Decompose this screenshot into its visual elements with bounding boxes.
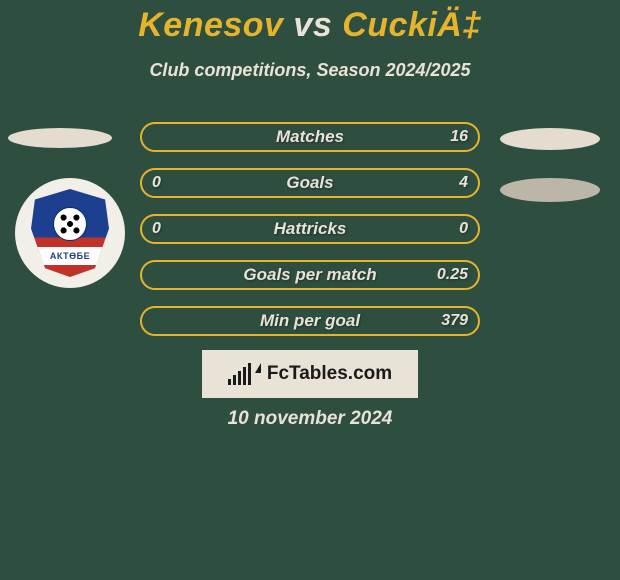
brand-bars-icon [228, 363, 251, 385]
stats-container: Matches 16 0 Goals 4 0 Hattricks 0 Goals… [140, 122, 480, 352]
title: Kenesov vs CuckiÄ‡ [0, 6, 620, 45]
stat-left-value: 0 [152, 174, 161, 192]
player1-photo-placeholder [8, 128, 112, 148]
stat-row-goals: 0 Goals 4 [140, 168, 480, 198]
club-shield: АКТӨБЕ [31, 189, 109, 277]
player2-club-placeholder [500, 178, 600, 202]
stat-right-value: 0.25 [437, 266, 468, 284]
player1-name: Kenesov [138, 6, 283, 44]
stat-label: Hattricks [274, 219, 347, 239]
vs-label: vs [293, 6, 332, 44]
stat-label: Goals per match [243, 265, 376, 285]
stat-row-goals-per-match: Goals per match 0.25 [140, 260, 480, 290]
stat-right-value: 4 [459, 174, 468, 192]
player2-photo-placeholder [500, 128, 600, 150]
date-label: 10 november 2024 [0, 408, 620, 430]
stat-label: Goals [286, 173, 333, 193]
club-name-banner: АКТӨБЕ [35, 247, 105, 265]
stat-right-value: 0 [459, 220, 468, 238]
stat-row-min-per-goal: Min per goal 379 [140, 306, 480, 336]
player2-name: CuckiÄ‡ [342, 6, 482, 44]
stat-right-value: 16 [450, 128, 468, 146]
stat-label: Min per goal [260, 311, 360, 331]
stat-label: Matches [276, 127, 344, 147]
stat-right-value: 379 [441, 312, 468, 330]
subtitle: Club competitions, Season 2024/2025 [0, 60, 620, 81]
player1-club-logo: АКТӨБЕ [15, 178, 125, 288]
comparison-card: Kenesov vs CuckiÄ‡ Club competitions, Se… [0, 0, 620, 580]
stat-row-matches: Matches 16 [140, 122, 480, 152]
stat-left-value: 0 [152, 220, 161, 238]
brand-text: FcTables.com [267, 363, 392, 385]
brand-box: FcTables.com [202, 350, 418, 398]
soccer-ball-icon [53, 207, 87, 241]
brand-arrow-icon [255, 363, 261, 373]
stat-row-hattricks: 0 Hattricks 0 [140, 214, 480, 244]
